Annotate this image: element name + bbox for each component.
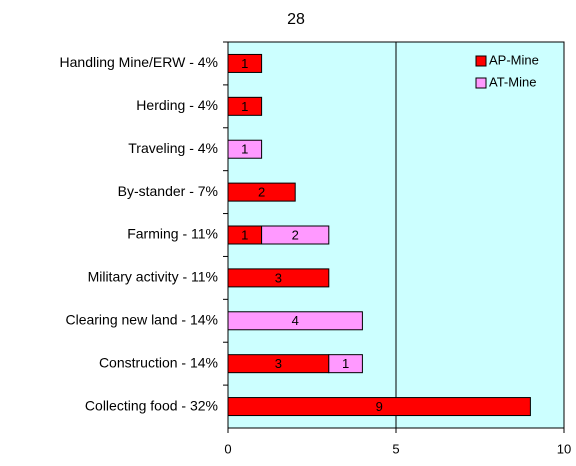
data-label: 1: [241, 99, 248, 114]
x-tick-label: 5: [392, 441, 399, 456]
legend-label: AP-Mine: [489, 52, 539, 67]
data-label: 2: [258, 185, 265, 200]
bar-segment: [227, 311, 363, 331]
data-label: 3: [275, 356, 282, 371]
y-tick-label: Traveling - 4%: [128, 140, 218, 156]
x-tick-label: 0: [224, 441, 231, 456]
bar-segment: [227, 53, 263, 73]
legend-swatch: [475, 77, 487, 89]
data-label: 1: [342, 356, 349, 371]
legend-label: AT-Mine: [489, 74, 536, 89]
y-tick-label: Farming - 11%: [127, 226, 218, 242]
y-tick-label: Handling Mine/ERW - 4%: [60, 54, 218, 70]
x-tick-label: 10: [557, 441, 571, 456]
bar-segment: [227, 182, 296, 202]
y-tick-label: Herding - 4%: [136, 97, 218, 113]
y-tick-label: Construction - 14%: [99, 354, 218, 370]
bar-segment: [328, 354, 363, 374]
y-tick-label: By-stander - 7%: [118, 183, 218, 199]
legend-swatch: [475, 55, 487, 67]
bar-segment: [227, 96, 263, 116]
chart-title: 28: [287, 11, 305, 28]
data-label: 4: [292, 313, 299, 328]
y-tick-label: Collecting food - 32%: [85, 397, 218, 413]
data-label: 3: [275, 270, 282, 285]
bar-segment: [261, 225, 330, 245]
data-label: 2: [292, 227, 299, 242]
bar-segment: [227, 139, 263, 159]
data-label: 9: [376, 399, 383, 414]
y-tick-label: Military activity - 11%: [88, 269, 218, 285]
y-tick-label: Clearing new land - 14%: [65, 311, 218, 327]
bar-segment: [227, 268, 330, 288]
bar-segment: [227, 397, 531, 417]
data-label: 1: [241, 227, 248, 242]
data-label: 1: [241, 142, 248, 157]
data-label: 1: [241, 56, 248, 71]
